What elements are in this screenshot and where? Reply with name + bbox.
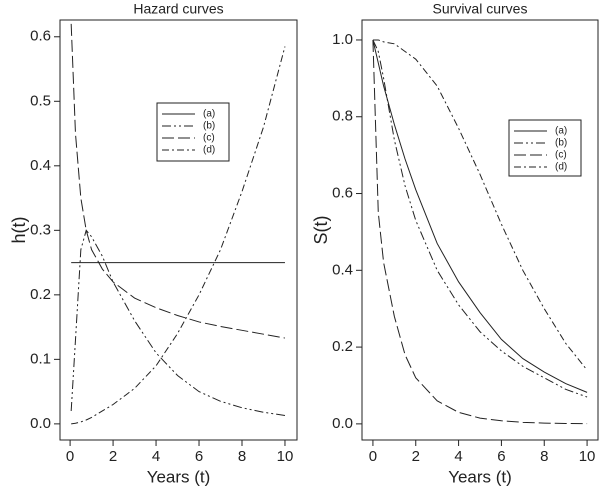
y-tick-label: 0.0	[30, 415, 51, 432]
plot-frame	[59, 19, 298, 441]
y-tick-label: 0.3	[30, 221, 51, 238]
y-tick-label: 0.8	[332, 108, 353, 125]
legend-label: (a)	[203, 109, 215, 120]
legend-box	[508, 119, 582, 177]
legend: (a)(b)(c)(d)	[156, 102, 230, 162]
x-tick-label: 4	[152, 448, 160, 465]
legend-box	[156, 102, 230, 162]
x-tick-label: 0	[369, 448, 377, 465]
y-tick-label: 0.4	[332, 261, 353, 278]
x-tick-label: 6	[195, 448, 203, 465]
x-axis-label: Years (t)	[448, 467, 512, 486]
x-tick-label: 10	[277, 448, 294, 465]
plot-frame	[361, 19, 599, 441]
legend-label: (c)	[203, 133, 215, 144]
series-line	[70, 229, 286, 416]
y-tick-label: 0.2	[30, 286, 51, 303]
chart-title: Survival curves	[433, 1, 528, 17]
legend-label: (a)	[555, 126, 567, 137]
series-line	[372, 39, 588, 393]
y-tick-label: 0.6	[332, 184, 353, 201]
legend-label: (b)	[555, 138, 567, 149]
y-tick-label: 0.5	[30, 92, 51, 109]
x-tick-label: 4	[454, 448, 462, 465]
y-axis-label: h(t)	[9, 217, 29, 244]
y-tick-label: 0.2	[332, 338, 353, 355]
panel: Hazard curves Years (t) h(t) 0.0 0.1 0.2 0.3 0.…	[9, 1, 298, 486]
x-tick-label: 8	[540, 448, 548, 465]
series-line	[70, 23, 286, 339]
x-tick-label: 2	[412, 448, 420, 465]
x-tick-label: 8	[238, 448, 246, 465]
legend-label: (d)	[203, 145, 215, 156]
series-line	[372, 39, 588, 425]
y-tick-label: 0.4	[30, 157, 51, 174]
x-axis-label: Years (t)	[147, 467, 211, 486]
legend: (a)(b)(c)(d)	[508, 119, 582, 177]
series-line	[372, 39, 588, 371]
y-tick-label: 0.0	[332, 415, 353, 432]
x-tick-label: 6	[497, 448, 505, 465]
x-tick-label: 10	[579, 448, 596, 465]
y-axis-label: S(t)	[311, 216, 331, 245]
y-tick-label: 0.1	[30, 350, 51, 367]
legend-label: (d)	[555, 162, 567, 173]
x-tick-label: 2	[109, 448, 117, 465]
y-tick-label: 0.6	[30, 28, 51, 45]
x-tick-label: 0	[66, 448, 74, 465]
y-tick-label: 1.0	[332, 31, 353, 48]
series-line	[372, 39, 588, 398]
legend-label: (b)	[203, 121, 215, 132]
legend-label: (c)	[555, 150, 567, 161]
series-line	[71, 46, 286, 425]
chart-title: Hazard curves	[133, 1, 223, 17]
panel: Survival curves Years (t) S(t) 0.0 0.2 0.4 0.6…	[311, 1, 599, 486]
